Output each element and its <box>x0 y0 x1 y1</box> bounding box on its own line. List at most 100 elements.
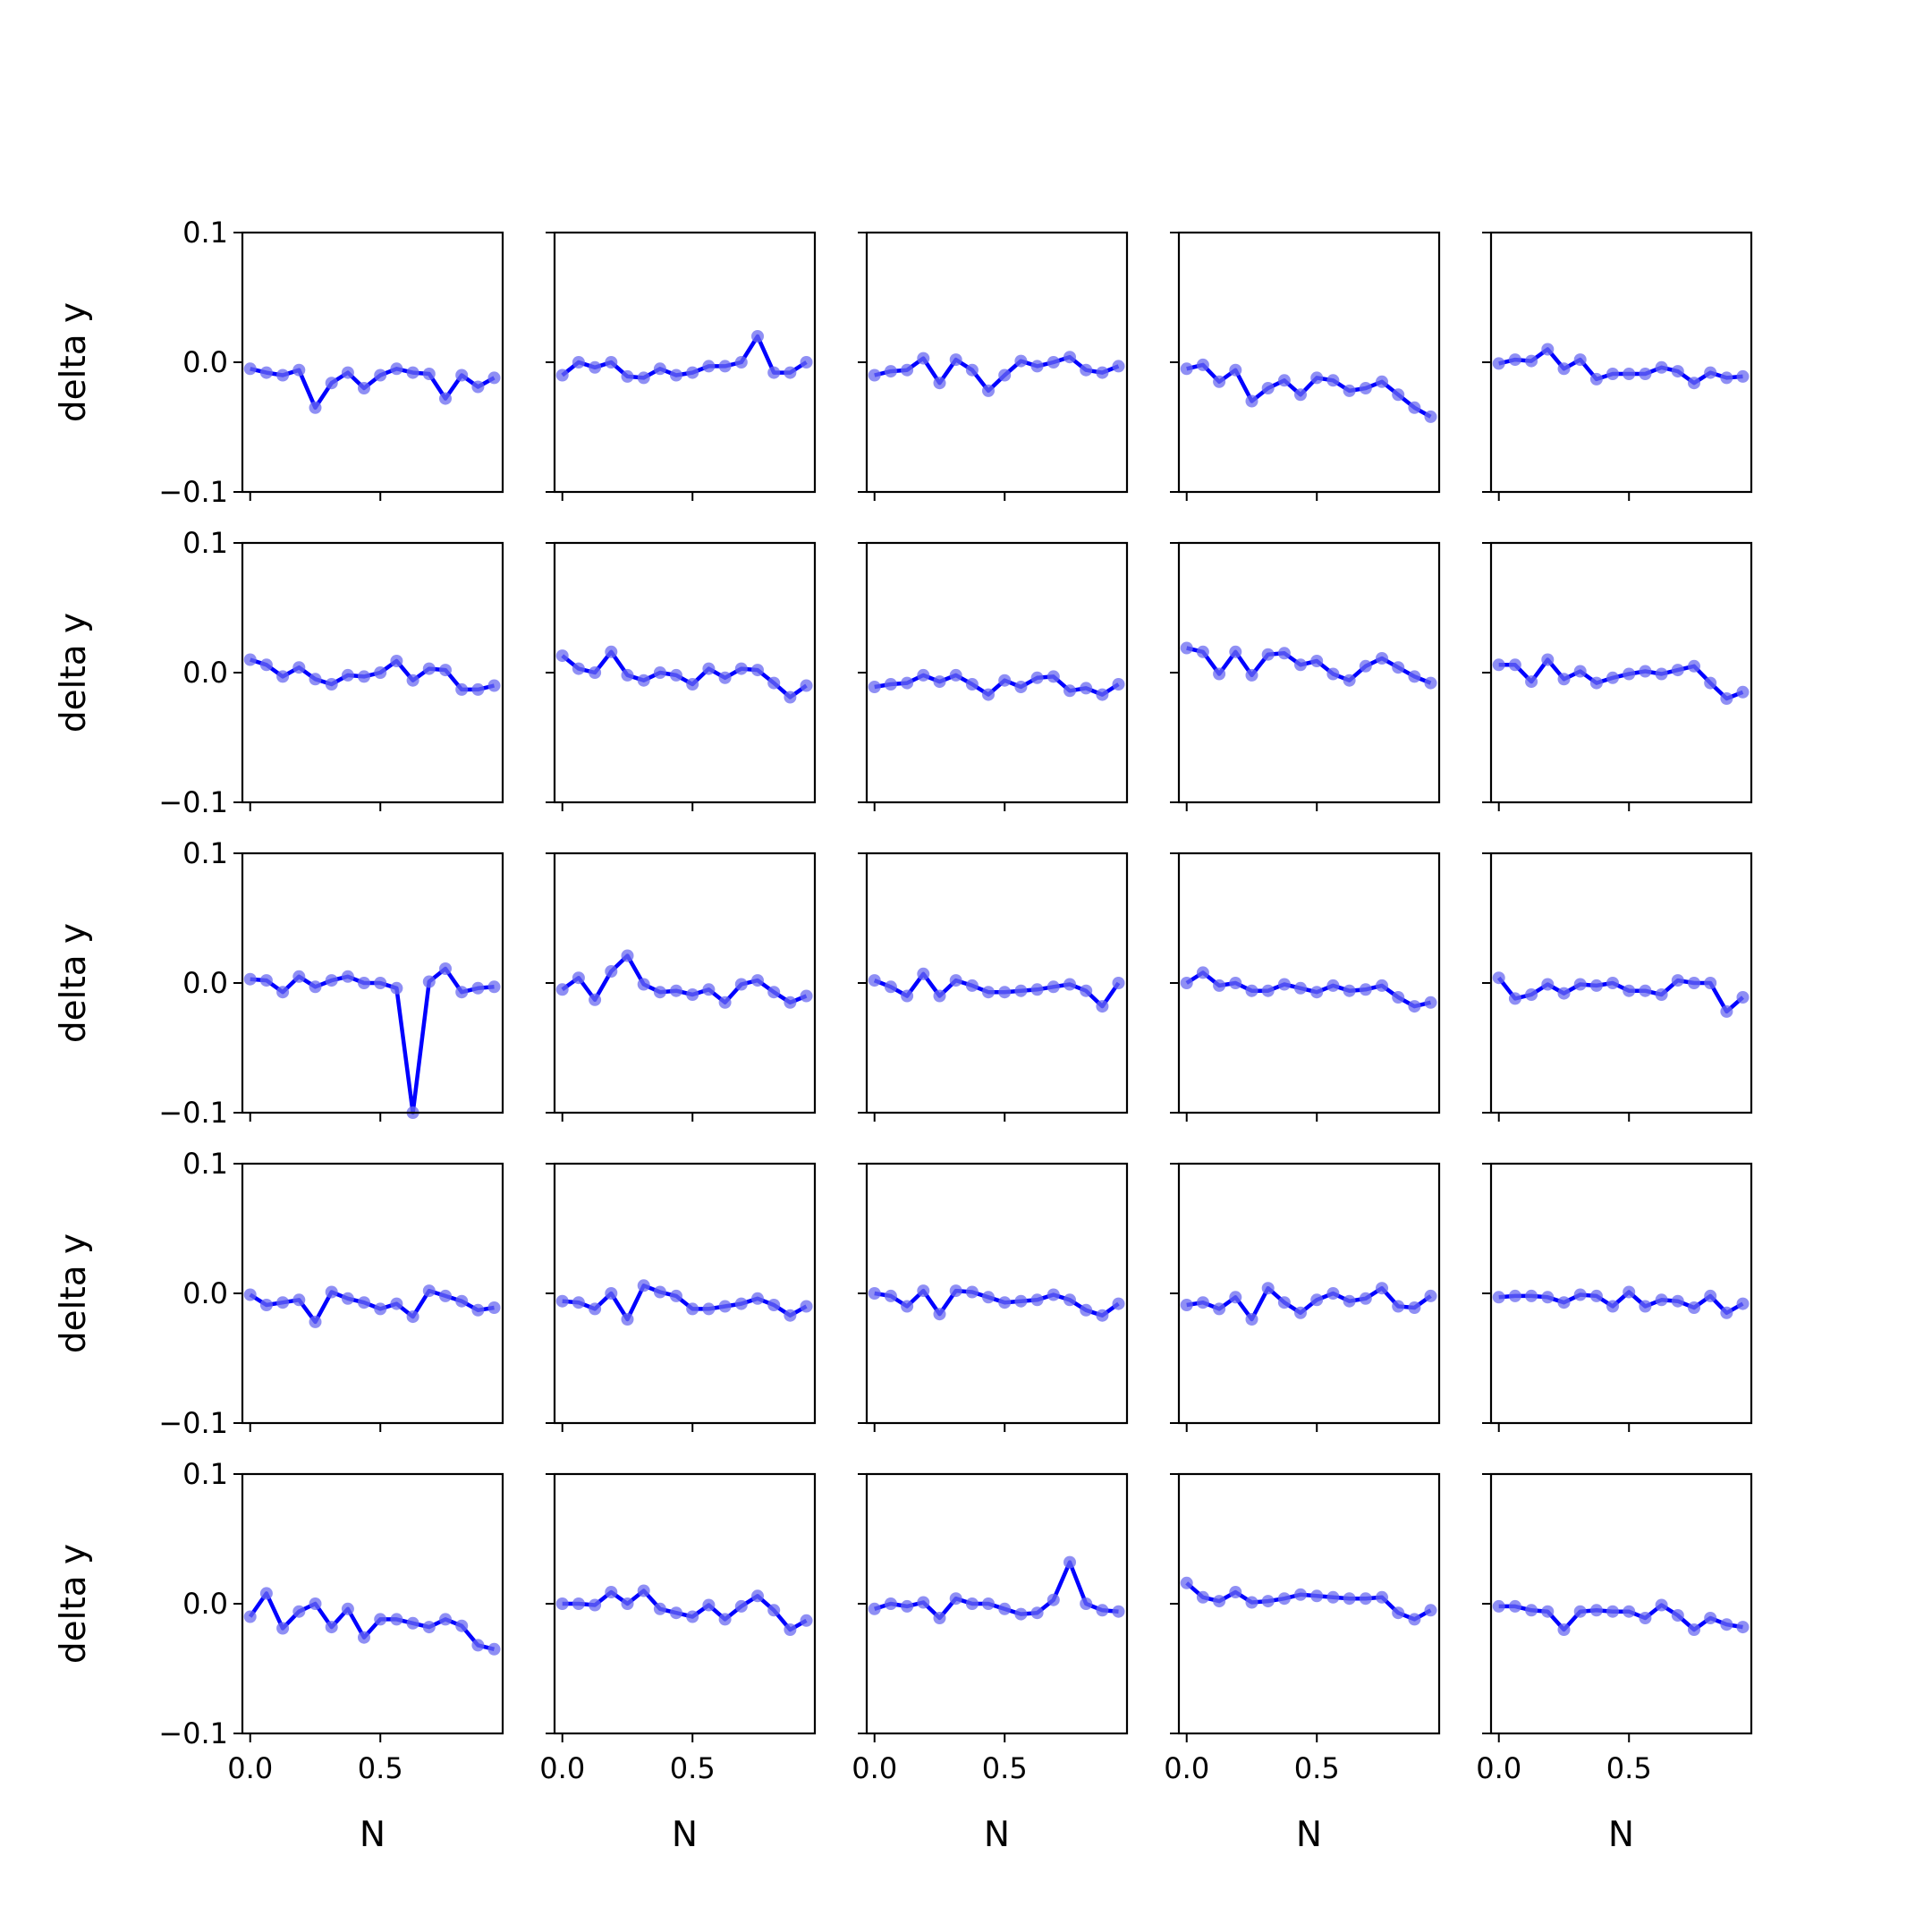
data-point <box>605 965 618 978</box>
data-point <box>1623 1285 1636 1299</box>
data-point <box>292 363 306 377</box>
data-point <box>653 986 666 999</box>
data-point <box>422 975 436 988</box>
data-point <box>1408 1301 1421 1314</box>
data-point <box>1589 676 1603 690</box>
data-point <box>390 1613 403 1626</box>
data-point <box>884 678 897 691</box>
data-point <box>1573 353 1587 367</box>
subplot-r3-c5 <box>1482 852 1753 1122</box>
data-point <box>998 369 1012 382</box>
data-point <box>917 352 930 365</box>
data-point <box>1606 671 1619 684</box>
subplot-r3-c1: 0.1 0.0 −0.1 delta y <box>54 836 504 1130</box>
data-point <box>621 668 634 682</box>
data-point <box>572 1597 585 1610</box>
data-point <box>1096 1604 1109 1617</box>
data-point <box>1623 1605 1636 1618</box>
data-point <box>1589 979 1603 992</box>
data-point <box>1655 360 1668 374</box>
x-tick-label: 0.0 <box>539 1751 585 1785</box>
data-point <box>1508 353 1521 367</box>
y-axis-label: delta y <box>54 923 94 1043</box>
data-point <box>1655 988 1668 1001</box>
x-tick-label: 0.5 <box>670 1751 716 1785</box>
series-line <box>562 1284 808 1322</box>
data-point <box>589 993 602 1006</box>
data-point <box>965 979 979 992</box>
data-point <box>702 360 716 373</box>
data-point <box>1508 1289 1521 1302</box>
data-point <box>471 1303 485 1317</box>
y-tick-label: −0.1 <box>158 475 228 509</box>
data-point <box>949 974 962 987</box>
data-point <box>751 974 764 987</box>
data-point <box>572 1296 585 1309</box>
data-point <box>555 649 569 663</box>
data-point <box>686 366 699 379</box>
y-tick-label: −0.1 <box>158 1406 228 1440</box>
x-tick-label: 0.0 <box>852 1751 897 1785</box>
data-point <box>1277 647 1291 660</box>
data-point <box>1245 1596 1258 1609</box>
data-point <box>1424 996 1437 1009</box>
data-point <box>439 1289 452 1302</box>
data-point <box>1688 1301 1700 1314</box>
data-point <box>374 666 387 679</box>
data-point <box>422 662 436 675</box>
data-point <box>1359 1292 1372 1305</box>
data-point <box>439 392 452 405</box>
data-point <box>1541 343 1555 356</box>
data-point <box>1196 645 1209 658</box>
data-point <box>1589 1289 1603 1302</box>
series-line <box>249 1288 495 1325</box>
data-point <box>1639 1300 1652 1313</box>
data-point <box>605 1586 618 1598</box>
data-point <box>1541 653 1555 666</box>
data-point <box>1261 648 1275 661</box>
series-line <box>1498 657 1744 701</box>
data-point <box>1112 360 1125 373</box>
data-point <box>1343 1294 1356 1308</box>
data-point <box>1310 1293 1324 1307</box>
data-point <box>455 1294 469 1308</box>
data-point <box>1736 1621 1750 1634</box>
data-point <box>1294 1588 1307 1601</box>
data-point <box>917 967 930 980</box>
y-tick-label: 0.0 <box>182 345 228 379</box>
data-point <box>1557 987 1571 1000</box>
data-point <box>422 1284 436 1298</box>
data-point <box>784 1623 797 1636</box>
data-point <box>1080 1597 1093 1610</box>
data-point <box>901 1599 914 1613</box>
data-point <box>1261 1595 1275 1608</box>
data-point <box>374 977 387 989</box>
series-line <box>874 354 1120 394</box>
subplot-r3-c4 <box>1170 852 1441 1122</box>
data-point <box>1046 356 1060 369</box>
data-point <box>471 1639 485 1652</box>
x-axis-label: N <box>1608 1815 1634 1855</box>
subplot-r4-c3 <box>858 1162 1129 1432</box>
data-point <box>702 1598 716 1612</box>
data-point <box>1229 363 1242 377</box>
y-tick-label: −0.1 <box>158 1096 228 1130</box>
data-point <box>1525 1289 1538 1302</box>
data-point <box>1492 1599 1505 1613</box>
data-point <box>341 970 354 983</box>
data-point <box>718 360 732 373</box>
data-point <box>1261 382 1275 394</box>
data-point <box>1294 388 1307 402</box>
data-point <box>767 366 781 379</box>
data-point <box>718 996 732 1009</box>
data-point <box>341 668 354 682</box>
data-point <box>767 986 781 999</box>
data-point <box>1688 977 1700 989</box>
data-point <box>1376 375 1388 388</box>
data-point <box>1063 1293 1076 1307</box>
data-point <box>751 1589 764 1603</box>
data-point <box>1392 1606 1405 1620</box>
data-point <box>933 1308 946 1321</box>
data-point <box>390 981 403 995</box>
series-line <box>1498 1290 1744 1316</box>
